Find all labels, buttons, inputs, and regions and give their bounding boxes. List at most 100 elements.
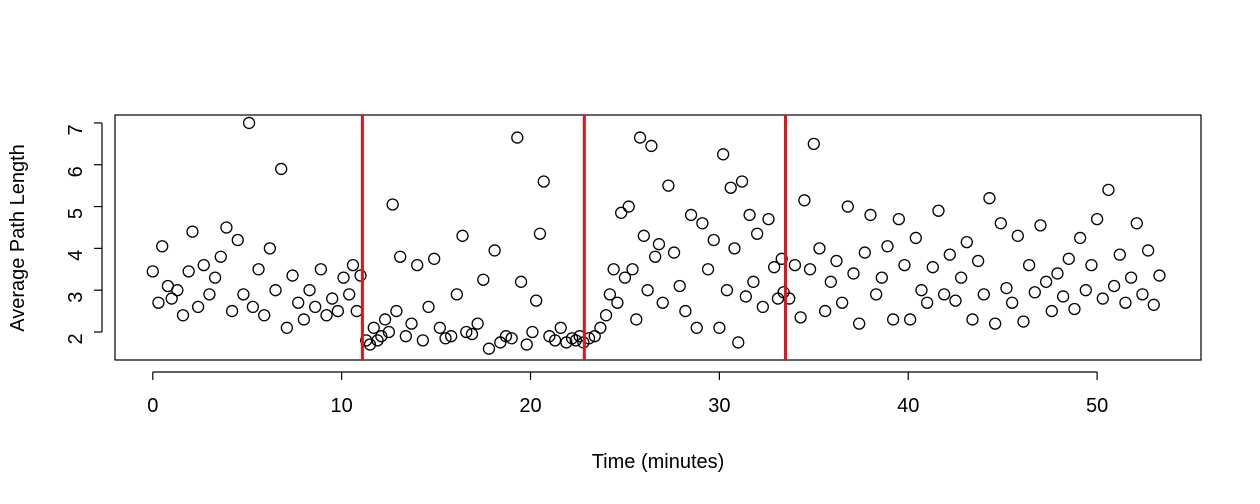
data-point: [652, 238, 666, 251]
data-point: [988, 317, 1002, 330]
x-tick-label: 0: [147, 395, 158, 417]
data-point: [1062, 252, 1075, 265]
data-point: [892, 212, 905, 226]
data-point: [611, 296, 624, 309]
data-point: [331, 304, 345, 318]
data-point: [599, 309, 613, 322]
data-point: [707, 233, 720, 247]
y-tick-label: 4: [65, 250, 87, 261]
data-point: [813, 242, 826, 255]
data-point: [1005, 296, 1019, 309]
data-point: [690, 321, 703, 334]
data-point: [292, 296, 305, 309]
data-point: [762, 212, 775, 226]
data-point: [966, 313, 979, 326]
data-point: [803, 263, 817, 276]
data-point: [394, 250, 407, 263]
data-point: [954, 271, 968, 284]
data-point: [1096, 292, 1109, 305]
data-point: [847, 267, 860, 280]
data-point: [915, 284, 928, 297]
data-point: [720, 284, 734, 297]
data-point: [309, 300, 322, 314]
data-point: [630, 313, 643, 326]
x-tick-label: 30: [708, 395, 730, 417]
data-point: [186, 225, 199, 238]
y-tick-label: 5: [65, 208, 87, 219]
data-point: [1107, 279, 1121, 293]
data-point: [1141, 244, 1155, 257]
data-point: [732, 336, 745, 349]
data-point: [756, 300, 769, 314]
data-point: [588, 330, 601, 343]
data-point: [242, 116, 256, 130]
data-point: [526, 325, 539, 339]
data-point: [788, 258, 802, 272]
data-point: [494, 336, 507, 349]
data-point: [983, 192, 996, 205]
data-point: [1102, 183, 1115, 196]
data-point: [520, 338, 533, 351]
data-point: [214, 250, 227, 263]
y-tick-label: 6: [65, 166, 87, 177]
data-point: [743, 208, 756, 222]
data-point: [841, 200, 854, 213]
data-point: [1130, 217, 1143, 230]
data-point: [656, 296, 669, 309]
data-point: [1045, 304, 1058, 318]
data-point: [367, 321, 380, 334]
data-point: [1000, 281, 1013, 295]
data-point: [456, 229, 469, 242]
data-point: [637, 229, 650, 242]
data-point: [488, 244, 501, 257]
data-point: [875, 271, 888, 284]
data-point: [280, 321, 294, 334]
data-point: [937, 288, 951, 301]
data-point: [386, 198, 399, 211]
data-point: [505, 332, 518, 345]
data-point: [220, 221, 233, 234]
data-point: [152, 296, 165, 309]
data-point: [783, 292, 796, 305]
x-tick-label: 20: [519, 395, 541, 417]
data-point: [171, 284, 184, 297]
data-point: [275, 162, 288, 176]
data-point: [713, 321, 726, 334]
data-point: [1119, 296, 1132, 309]
data-point: [977, 288, 990, 301]
data-point: [1028, 286, 1041, 299]
data-point: [696, 217, 709, 230]
data-point: [777, 286, 790, 299]
data-point: [943, 248, 956, 261]
data-point: [1068, 302, 1081, 316]
data-point: [771, 292, 785, 305]
data-point: [824, 275, 837, 288]
x-tick-label: 50: [1086, 395, 1108, 417]
y-tick-label: 2: [65, 333, 87, 344]
data-point: [237, 288, 250, 301]
data-point: [439, 332, 452, 345]
data-point: [343, 288, 356, 301]
data-point: [428, 252, 441, 265]
data-point: [411, 258, 424, 272]
data-point: [775, 252, 788, 265]
x-tick-label: 40: [897, 395, 919, 417]
data-point: [717, 148, 730, 161]
data-point: [1085, 258, 1098, 272]
data-point: [197, 258, 210, 272]
data-point: [337, 271, 350, 284]
data-point: [231, 233, 244, 247]
data-point: [807, 137, 820, 150]
data-point: [146, 265, 159, 278]
data-point: [482, 342, 496, 355]
data-point: [1056, 290, 1070, 303]
data-point: [794, 311, 807, 324]
data-point: [1011, 229, 1024, 242]
data-point: [533, 227, 547, 240]
data-point: [622, 200, 635, 213]
data-point: [926, 261, 939, 274]
data-point: [615, 206, 628, 219]
data-point: [735, 175, 749, 188]
data-point: [633, 131, 647, 144]
data-point: [346, 258, 360, 272]
